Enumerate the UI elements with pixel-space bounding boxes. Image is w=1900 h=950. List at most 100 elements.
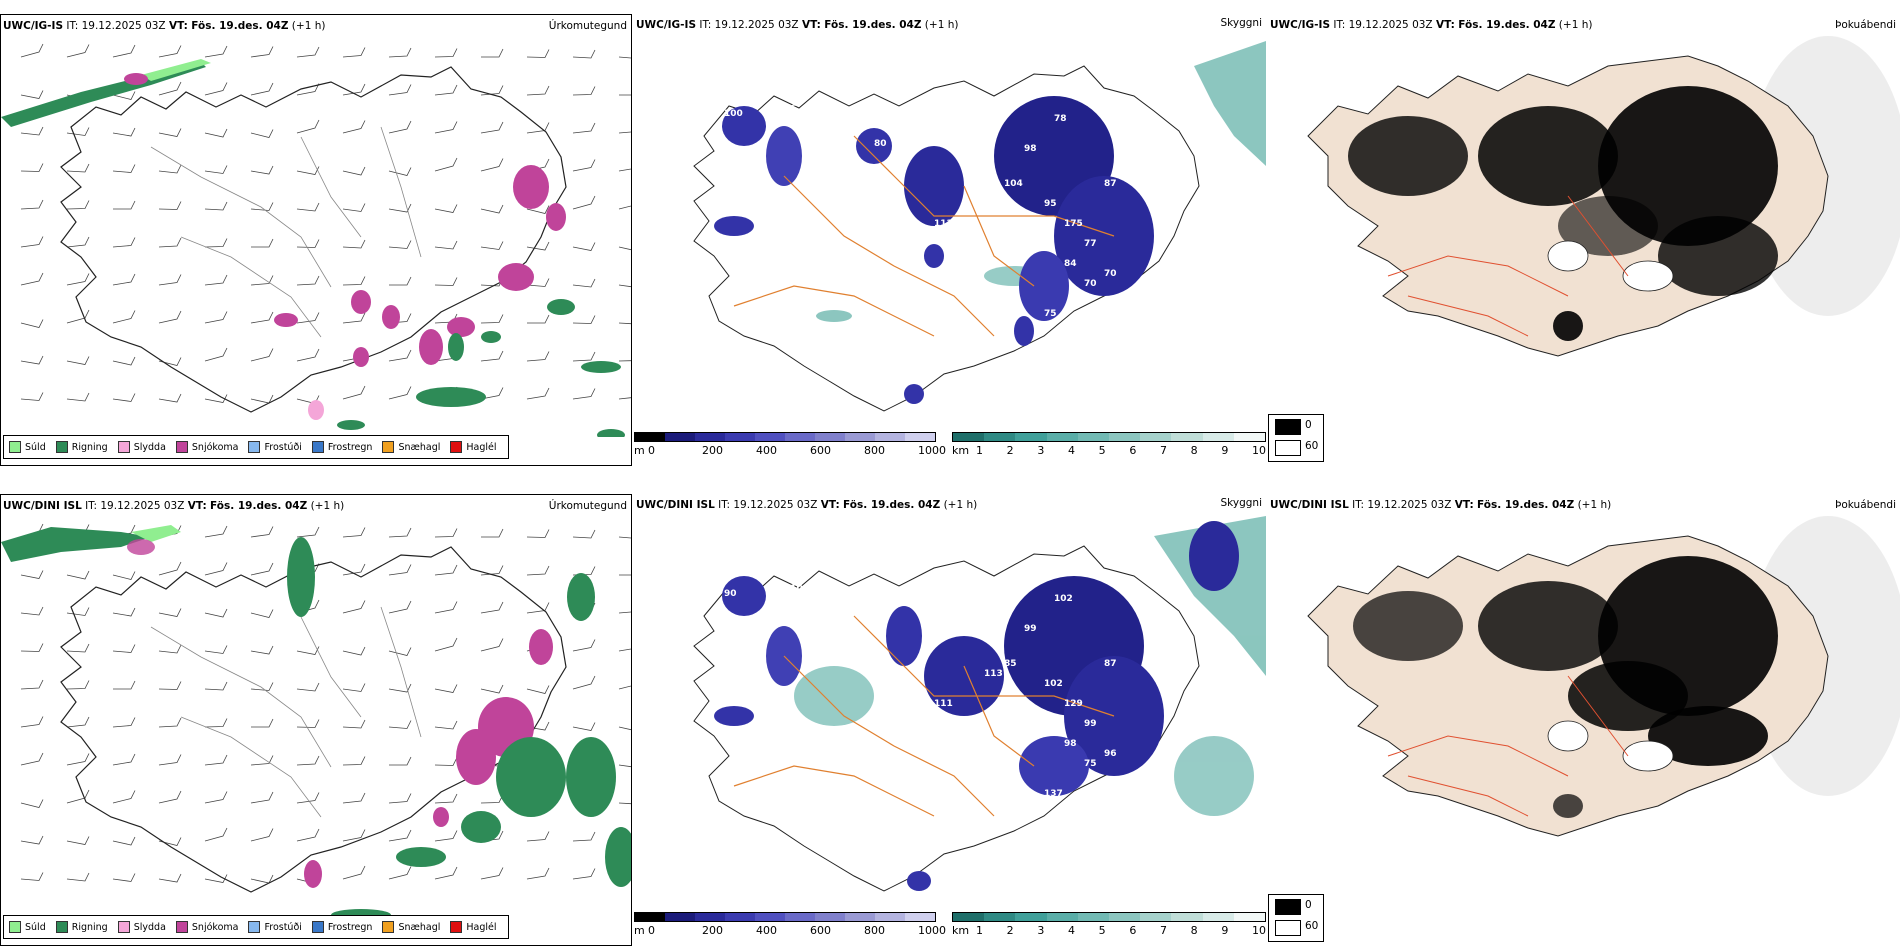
wind-barb [526,831,550,842]
wind-barb [388,120,412,134]
wind-barb [296,755,320,766]
legend-swatch [450,921,463,933]
wind-barb [250,828,274,842]
wind-barb [112,356,136,366]
fog-map [1307,36,1900,357]
wind-barb [388,203,412,213]
wind-barb [20,319,44,328]
legend-label: Snæhagl [398,921,441,933]
wind-barb [481,48,504,58]
legend-item: Snjókoma [175,441,238,453]
legend-item: Slydda [117,441,166,453]
wind-barb [342,865,366,880]
wind-barb [572,278,596,288]
wind-barb [158,717,182,728]
wind-barb [526,351,550,362]
wind-barb [572,315,596,324]
wind-barb [526,241,550,251]
wind-barb [204,645,228,654]
legend-item: Súld [9,441,46,453]
legend-swatch [311,441,324,453]
wind-barb [480,350,504,362]
wind-barb [158,81,182,96]
wind-barb [20,643,44,652]
wind-barb [250,526,274,538]
legend-item: Frostúði [248,921,302,933]
colorbar-tick: 4 [1068,444,1075,457]
colorbar-tick: 400 [756,924,777,937]
colorbar-tick: 3 [1037,924,1045,937]
wind-barb [618,726,631,731]
wind-barb [480,85,504,96]
wind-barb [342,756,366,766]
legend-label: Frostregn [327,441,373,453]
wind-barb [618,360,631,362]
wind-barb [250,275,274,286]
cloud-base-label: 90 [724,589,737,599]
wind-barb [20,355,44,365]
wind-barb [66,872,90,882]
wind-barb [434,637,458,652]
cloud-base-label: 99 [1024,624,1037,634]
colorbar-unit: m [634,924,645,937]
legend-swatch [248,441,261,453]
wind-barb [112,644,136,653]
wind-barb [66,44,90,58]
wind-barb [296,828,320,842]
colorbar-unit: km [952,924,970,937]
cloud-base-label: 84 [1064,259,1077,269]
wind-barb [480,638,504,652]
wind-barb [204,165,228,174]
wind-barb [204,608,228,618]
wind-barb [388,167,412,176]
wind-barb [388,386,412,400]
wind-barb [250,682,274,691]
fog-legend-swatch-60 [1275,920,1301,936]
cloud-base-label: 98 [1024,144,1037,154]
panel-title: UWC/IG-IS IT: 19.12.2025 03Z VT: Fös. 19… [1270,19,1593,31]
legend-item: Rigning [55,921,108,933]
cloud-base-label: 77 [1084,239,1097,249]
colorbar-tick: 1 [976,444,983,457]
wind-barb [66,163,90,173]
wind-barb [618,648,631,652]
wind-barb [296,275,320,286]
wind-barb [20,835,44,845]
cloud-base-label: 99 [1084,719,1097,729]
precip-type-panel-row2: UWC/DINI ISL IT: 19.12.2025 03Z VT: Fös.… [0,494,632,946]
cloud-base-label: 75 [1044,309,1057,319]
wind-barb [250,82,274,96]
wind-barb [20,716,44,728]
precip-type-legend: Súld Rigning Slydda Snjókoma Frostúði Frostre… [3,435,509,459]
wind-barb [158,561,182,576]
wind-barb [572,242,596,251]
cloud-base-patches [714,96,1154,404]
wind-barb [251,718,274,728]
cloud-base-label: 44 [1054,329,1067,339]
wind-barb [20,236,44,248]
colorbar-tick: 6 [1129,924,1137,937]
wind-barb [389,276,412,286]
wind-barb [204,562,228,576]
legend-label: Súld [25,441,46,453]
wind-barb [434,240,458,250]
cloud-base-label: 183 [1054,809,1073,819]
cloud-base-label: 113 [934,219,953,229]
cloud-base-label: 210 [784,584,803,594]
wind-barb [480,684,504,694]
wind-barb [526,387,550,400]
colorbar-tick: 1000 [918,924,946,937]
legend-label: Frostúði [264,921,302,933]
wind-barb [204,82,228,96]
wind-barb [204,347,228,362]
colorbar-tick: 7 [1160,924,1167,937]
precip-patches [1,59,625,437]
legend-item: Frostúði [248,441,302,453]
wind-barb [20,679,44,690]
wind-barb [250,202,274,211]
legend-swatch [175,921,188,933]
wind-barb [20,272,44,286]
cloud-base-label: 96 [1104,749,1117,759]
legend-item: Slydda [117,921,166,933]
wind-barb [480,601,504,614]
